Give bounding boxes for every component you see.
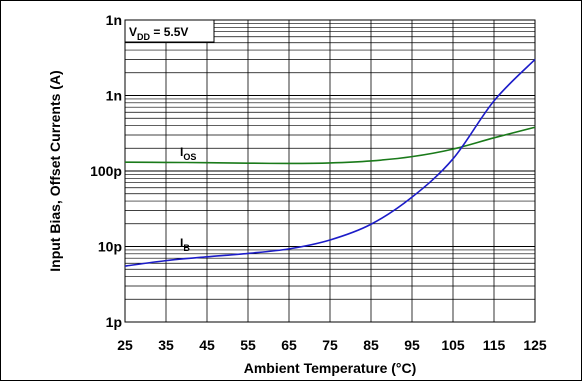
y-tick-label: 1n — [106, 12, 122, 28]
y-tick-labels: 1p 10p 100p 1n 1n — [90, 12, 122, 330]
series-group — [124, 58, 536, 267]
x-tick-label: 65 — [281, 337, 297, 353]
x-tick-label: 35 — [158, 337, 174, 353]
series-line-ios — [124, 126, 536, 165]
y-tick-label: 1p — [106, 314, 122, 330]
grid — [124, 20, 536, 323]
vdd-annotation-box — [124, 19, 215, 43]
x-tick-label: 45 — [199, 337, 215, 353]
y-tick-label: 1n — [106, 88, 122, 104]
x-tick-label: 105 — [441, 337, 465, 353]
x-axis-label: Ambient Temperature (°C) — [244, 360, 417, 376]
x-tick-label: 95 — [404, 337, 420, 353]
series-label-ios: IOS — [180, 145, 196, 162]
y-axis-label: Input Bias, Offset Currents (A) — [47, 70, 63, 271]
series-labels: IOS IB — [180, 145, 196, 253]
x-tick-label: 115 — [483, 337, 506, 353]
series-line-ib — [124, 58, 536, 267]
x-tick-label: 25 — [117, 337, 133, 353]
x-tick-label: 75 — [322, 337, 338, 353]
x-tick-label: 125 — [523, 337, 547, 353]
vdd-annotation: VDD = 5.5V — [124, 19, 215, 43]
y-tick-label: 10p — [98, 239, 122, 255]
vdd-annotation-text: VDD = 5.5V — [129, 25, 188, 42]
plot-area — [124, 19, 536, 323]
x-tick-labels: 25 35 45 55 65 75 85 95 105 115 125 — [117, 337, 547, 353]
x-tick-label: 55 — [240, 337, 256, 353]
y-tick-label: 100p — [90, 163, 122, 179]
series-label-ib: IB — [180, 236, 190, 253]
x-tick-label: 85 — [363, 337, 379, 353]
